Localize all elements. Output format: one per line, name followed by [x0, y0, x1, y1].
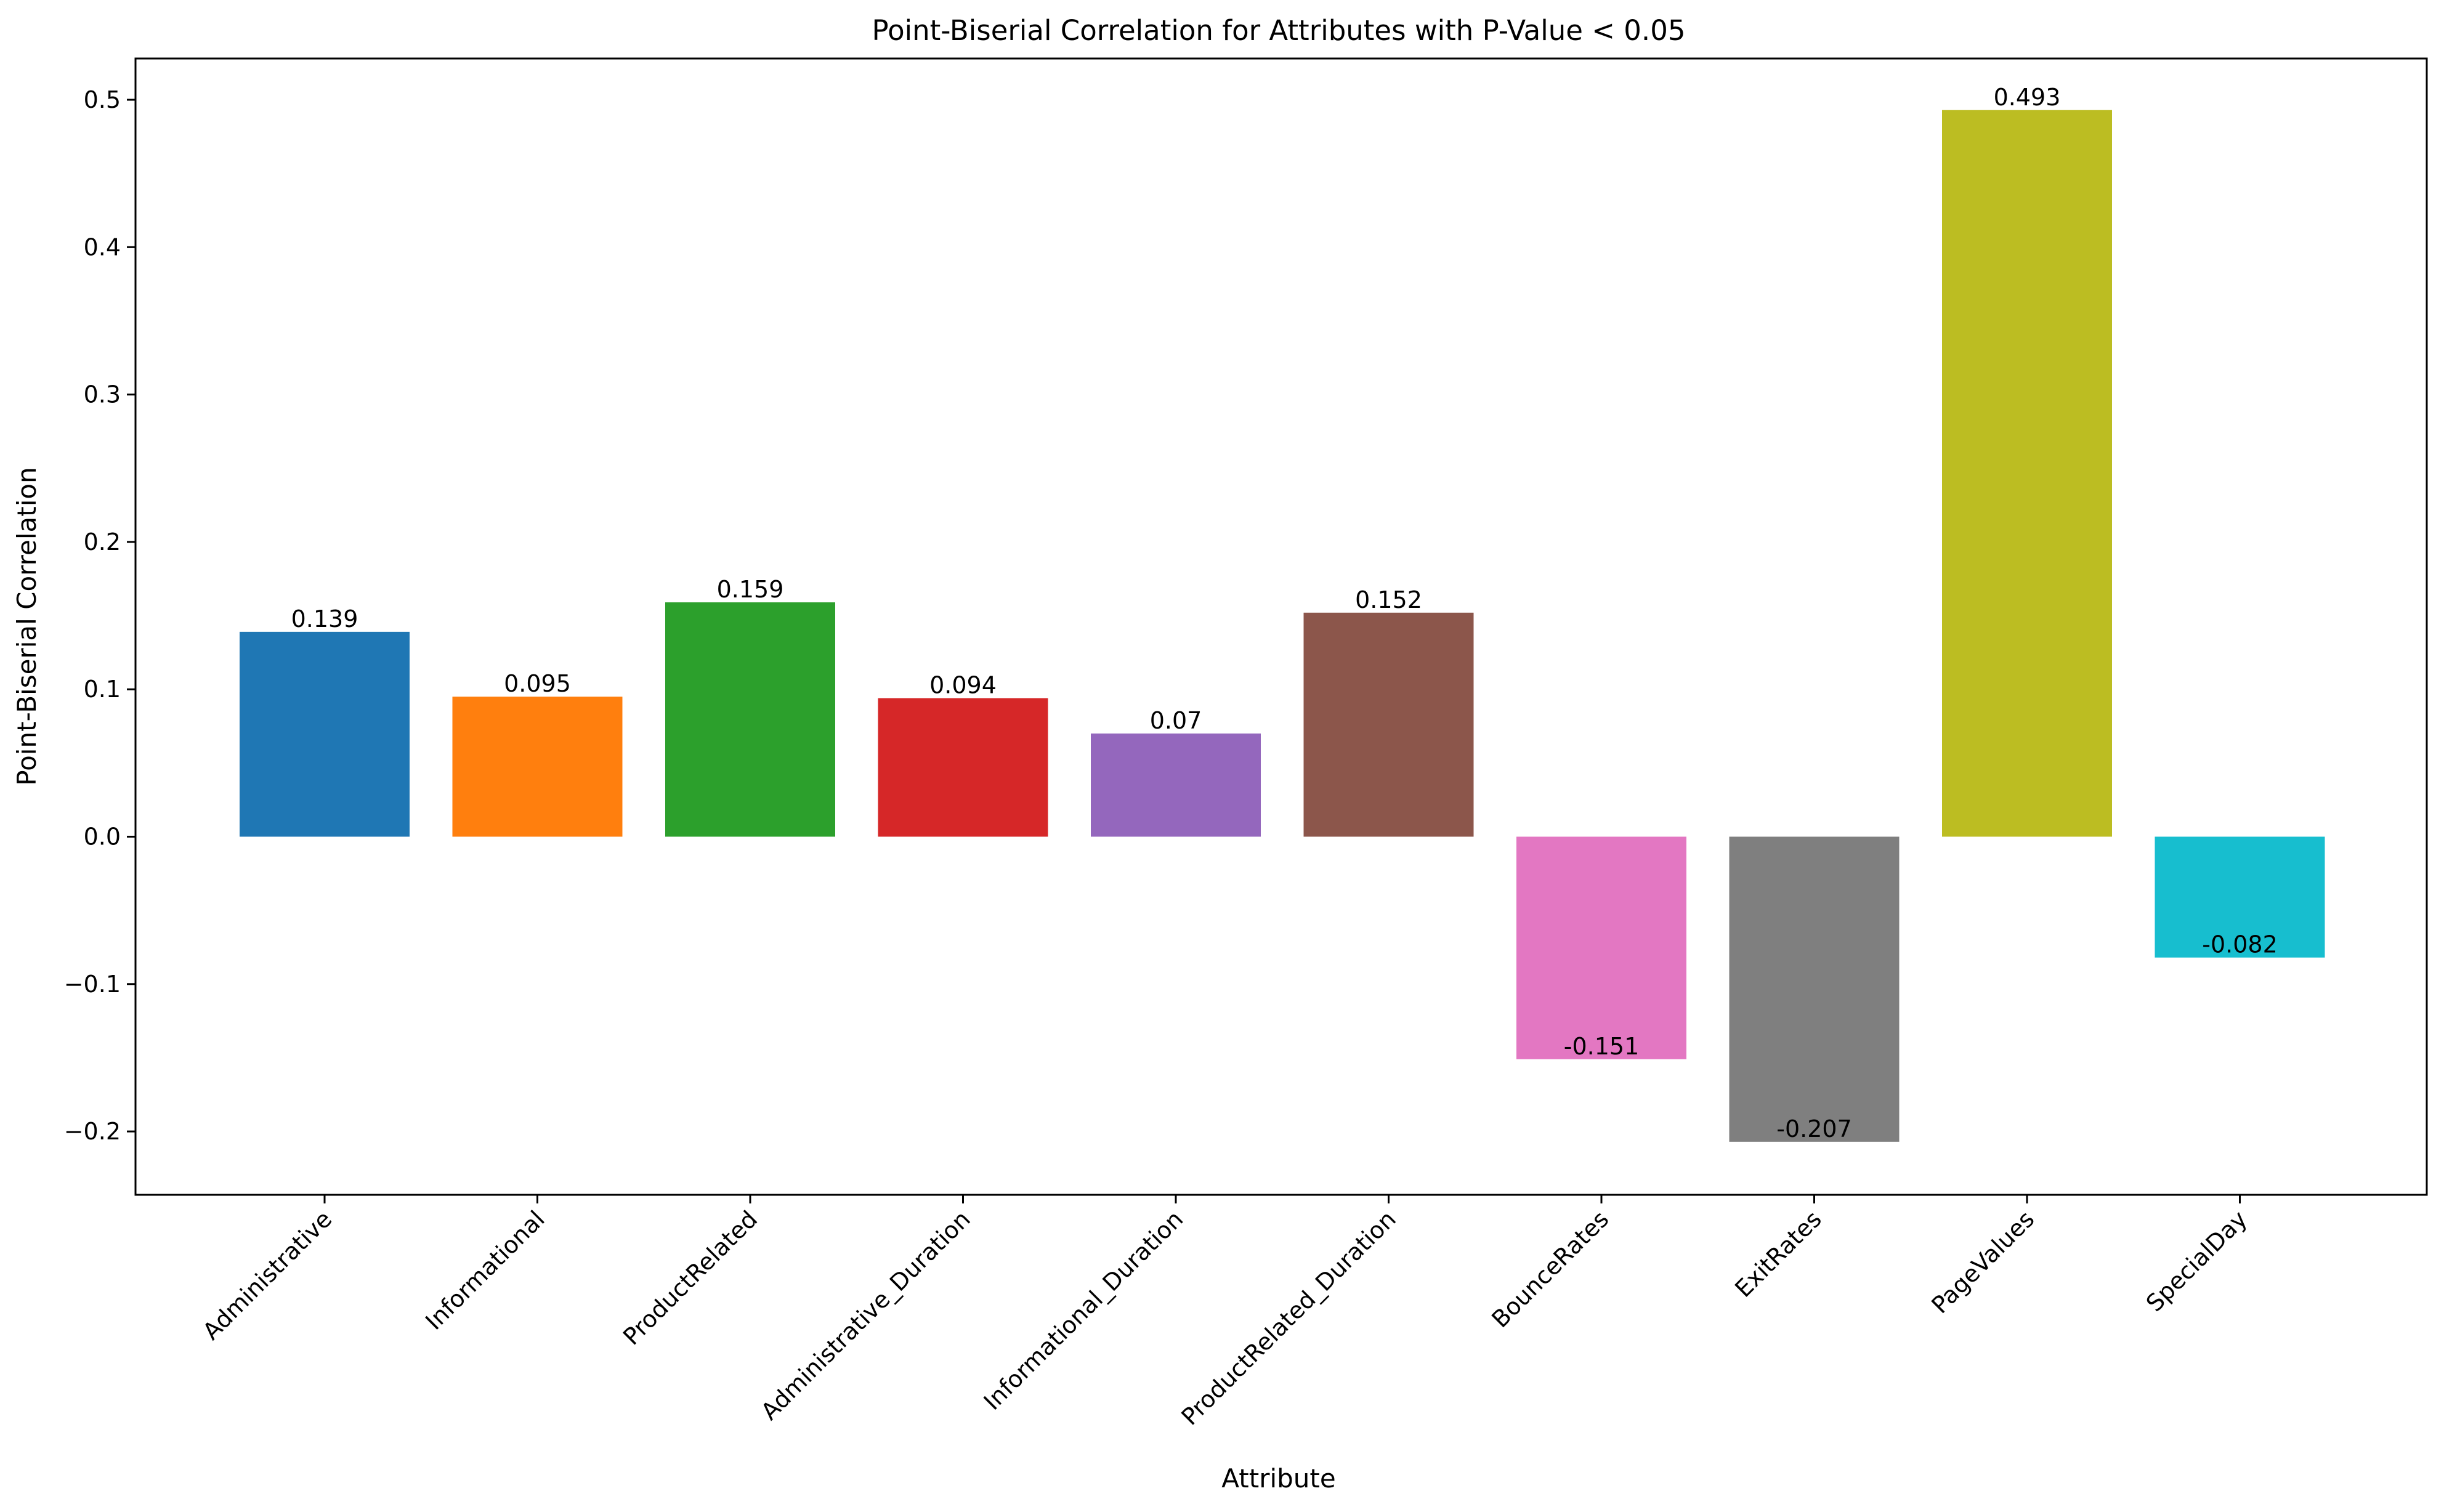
bar-administrative — [240, 631, 410, 837]
value-label: 0.152 — [1355, 586, 1422, 613]
y-tick-label: 0.4 — [84, 233, 121, 261]
y-tick-label: −0.2 — [64, 1118, 121, 1145]
x-tick-label: ProductRelated_Duration — [1176, 1205, 1401, 1430]
x-axis-label: Attribute — [1221, 1463, 1335, 1494]
chart-title: Point-Biserial Correlation for Attribute… — [872, 14, 1686, 47]
bar-bouncerates — [1516, 836, 1686, 1059]
x-tick-label: SpecialDay — [2141, 1205, 2252, 1317]
y-axis-label: Point-Biserial Correlation — [12, 467, 42, 785]
x-tick-label: Administrative_Duration — [756, 1205, 976, 1425]
value-label: 0.159 — [717, 576, 784, 603]
x-tick-label: Informational — [420, 1205, 550, 1335]
bar-informational-duration — [1091, 733, 1261, 837]
y-tick-label: 0.1 — [84, 676, 121, 703]
value-label: -0.151 — [1564, 1033, 1640, 1060]
x-tick-label: Administrative — [198, 1205, 338, 1345]
value-label: 0.139 — [291, 605, 358, 633]
x-tick-label: Informational_Duration — [979, 1205, 1189, 1415]
y-tick-label: 0.0 — [84, 823, 121, 851]
value-label: 0.493 — [1994, 84, 2061, 111]
bars-group — [240, 110, 2325, 1142]
bar-productrelated — [665, 602, 835, 837]
value-label: -0.082 — [2202, 931, 2278, 958]
x-axis: Administrative Informational ProductRelate… — [198, 1195, 2252, 1431]
bar-informational — [452, 697, 623, 837]
plot-frame — [134, 57, 2428, 1196]
y-tick-label: 0.3 — [84, 381, 121, 408]
y-axis: −0.2 −0.1 0.0 0.1 0.2 0.3 0.4 0.5 — [64, 86, 136, 1145]
bar-exitrates — [1729, 836, 1900, 1142]
x-tick-label: ProductRelated — [618, 1205, 763, 1350]
value-label: 0.095 — [504, 670, 571, 697]
value-labels-group: 0.139 0.095 0.159 0.094 0.07 0.152 -0.151 -0.20… — [291, 84, 2278, 1142]
x-tick-label: PageValues — [1926, 1205, 2039, 1319]
value-label: -0.207 — [1776, 1115, 1852, 1142]
x-tick-label: BounceRates — [1486, 1205, 1614, 1333]
bar-productrelated-duration — [1303, 612, 1474, 837]
value-label: 0.094 — [929, 672, 997, 699]
x-tick-label: ExitRates — [1730, 1205, 1827, 1303]
y-tick-label: 0.2 — [84, 528, 121, 556]
y-tick-label: 0.5 — [84, 86, 121, 113]
bar-specialday — [2155, 836, 2325, 958]
bar-pagevalues — [1942, 110, 2112, 837]
bar-administrative-duration — [878, 698, 1048, 837]
y-tick-label: −0.1 — [64, 971, 121, 998]
value-label: 0.07 — [1150, 707, 1202, 734]
